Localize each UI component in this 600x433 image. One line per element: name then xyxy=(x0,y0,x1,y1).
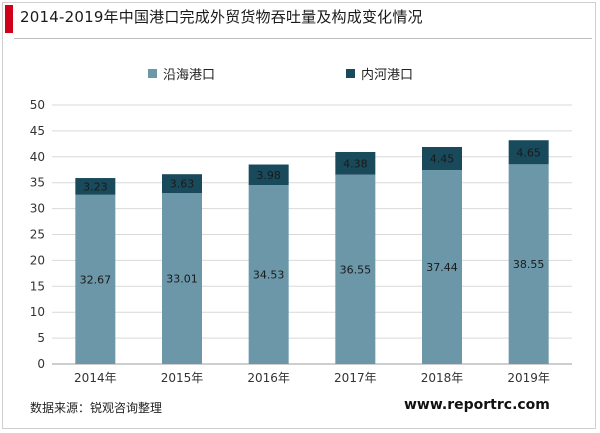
bar-coastal xyxy=(162,193,202,364)
y-tick-label: 40 xyxy=(30,150,45,164)
title-divider xyxy=(14,38,592,39)
y-tick-label: 0 xyxy=(37,357,45,371)
y-tick-label: 35 xyxy=(30,176,45,190)
data-label-coastal: 33.01 xyxy=(166,273,198,286)
source-note: 数据来源：锐观咨询整理 xyxy=(30,401,163,415)
chart-frame xyxy=(2,2,596,429)
y-tick-label: 30 xyxy=(30,202,45,216)
bar-inland xyxy=(422,147,462,171)
y-tick-label: 20 xyxy=(30,253,45,267)
data-label-inland: 3.63 xyxy=(170,178,195,191)
legend-item-inland: 内河港口 xyxy=(346,64,413,83)
x-tick-label: 2019年 xyxy=(507,371,550,385)
y-tick-label: 10 xyxy=(30,305,45,319)
bar-inland xyxy=(162,174,202,194)
x-tick-label: 2018年 xyxy=(421,371,464,385)
x-tick-label: 2014年 xyxy=(74,371,117,385)
data-label-coastal: 38.55 xyxy=(513,258,545,271)
data-label-inland: 3.98 xyxy=(256,169,281,182)
y-tick-label: 25 xyxy=(30,228,45,242)
data-label-coastal: 36.55 xyxy=(340,263,372,276)
bar-coastal xyxy=(75,194,116,364)
y-tick-label: 50 xyxy=(30,98,45,112)
bar-coastal xyxy=(508,164,549,364)
y-tick-label: 15 xyxy=(30,279,45,293)
bar-coastal xyxy=(422,170,462,364)
bar-coastal xyxy=(248,185,289,364)
x-tick-label: 2015年 xyxy=(161,371,204,385)
x-tick-label: 2016年 xyxy=(247,371,290,385)
x-tick-label: 2017年 xyxy=(334,371,377,385)
data-label-inland: 4.65 xyxy=(516,146,541,159)
data-label-coastal: 34.53 xyxy=(253,269,285,282)
legend-label-coastal: 沿海港口 xyxy=(163,68,216,83)
bar-inland xyxy=(75,178,116,195)
data-label-inland: 4.45 xyxy=(430,153,455,166)
bar-inland xyxy=(335,151,376,175)
bar-coastal xyxy=(335,174,376,364)
website-watermark: www.reportrc.com xyxy=(404,397,550,413)
y-tick-label: 45 xyxy=(30,124,45,138)
bar-inland xyxy=(248,164,289,186)
legend-label-inland: 内河港口 xyxy=(361,68,414,83)
legend-item-coastal: 沿海港口 xyxy=(148,64,215,83)
title-accent-bar xyxy=(5,5,13,33)
chart-title: 2014-2019年中国港口完成外贸货物吞吐量及构成变化情况 xyxy=(20,8,423,26)
data-label-inland: 4.38 xyxy=(343,157,368,170)
bar-inland xyxy=(508,140,549,165)
y-tick-label: 5 xyxy=(37,331,45,345)
data-label-coastal: 37.44 xyxy=(426,261,458,274)
legend-swatch-inland xyxy=(346,69,355,78)
data-label-coastal: 32.67 xyxy=(80,273,112,286)
legend-swatch-coastal xyxy=(148,69,157,78)
data-label-inland: 3.23 xyxy=(83,180,108,193)
